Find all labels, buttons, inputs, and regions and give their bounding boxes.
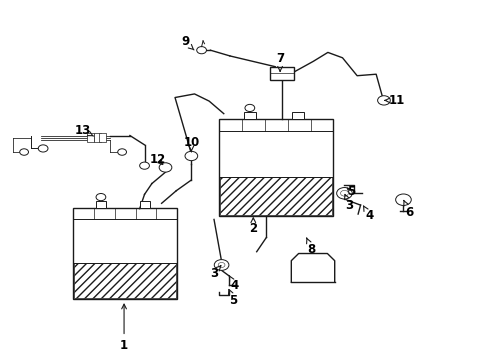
Text: 3: 3 — [344, 194, 353, 212]
Text: 4: 4 — [363, 206, 373, 222]
Text: 8: 8 — [306, 238, 315, 256]
Bar — [219, 119, 333, 216]
Text: 2: 2 — [249, 218, 257, 235]
Bar — [94, 134, 101, 142]
Text: 6: 6 — [403, 201, 412, 219]
Circle shape — [140, 162, 149, 169]
Text: 3: 3 — [209, 266, 221, 280]
Bar — [99, 134, 105, 142]
Bar — [73, 208, 177, 299]
Bar — [87, 134, 94, 142]
Circle shape — [218, 262, 224, 267]
Text: 1: 1 — [120, 304, 128, 352]
Circle shape — [395, 194, 410, 206]
Text: 10: 10 — [183, 136, 199, 152]
Text: 11: 11 — [385, 94, 404, 107]
Bar — [74, 263, 176, 298]
Text: 7: 7 — [275, 51, 284, 71]
Circle shape — [159, 163, 171, 172]
Bar — [244, 112, 255, 119]
Circle shape — [336, 188, 351, 199]
Text: 9: 9 — [181, 35, 194, 50]
Circle shape — [214, 260, 228, 270]
Bar — [270, 67, 293, 80]
Text: 5: 5 — [228, 289, 237, 307]
Text: 13: 13 — [74, 124, 93, 137]
Circle shape — [20, 149, 28, 155]
Text: 4: 4 — [229, 276, 238, 292]
Bar — [292, 112, 303, 119]
Circle shape — [377, 96, 389, 105]
Text: 5: 5 — [346, 185, 354, 198]
Bar — [220, 177, 331, 215]
Circle shape — [244, 104, 254, 112]
Circle shape — [196, 46, 206, 54]
Circle shape — [118, 149, 126, 155]
Circle shape — [38, 145, 48, 152]
Bar — [96, 201, 106, 208]
Circle shape — [96, 194, 105, 201]
Text: 12: 12 — [149, 153, 165, 166]
Circle shape — [184, 151, 197, 161]
Circle shape — [340, 190, 347, 196]
Bar — [140, 201, 150, 208]
